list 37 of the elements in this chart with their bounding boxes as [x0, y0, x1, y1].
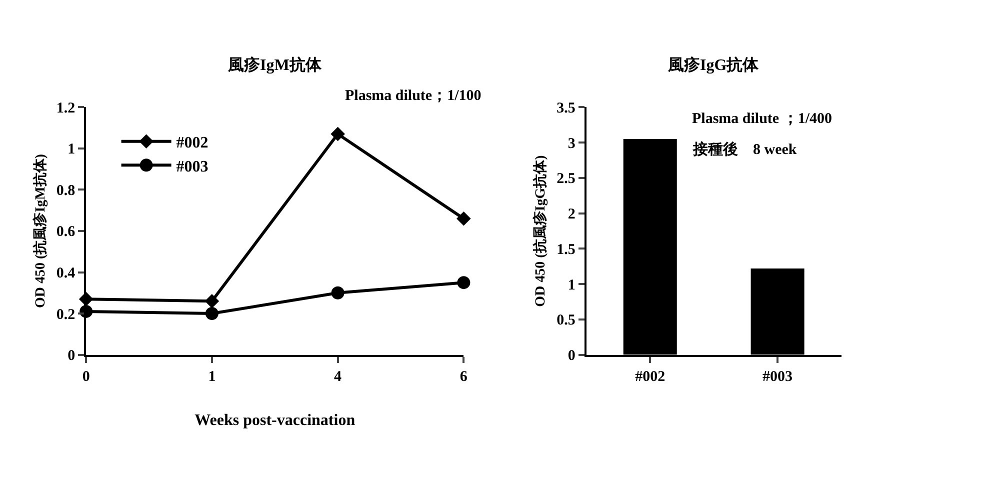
y-tick-label: 1.5	[556, 242, 576, 258]
y-tick-label: 0.4	[56, 266, 76, 282]
chart-title: 風疹IgM抗体	[227, 56, 322, 74]
y-tick-label: 0	[68, 348, 76, 364]
y-tick-label: 1	[568, 277, 576, 294]
y-tick-label: 2	[568, 206, 576, 223]
y-tick-label: 0	[568, 348, 576, 364]
chart-title: 風疹IgG抗体	[667, 56, 760, 74]
annotation: 接種後 8 week	[692, 141, 798, 158]
point	[331, 286, 344, 300]
point	[457, 276, 470, 290]
x-tick-label: 0	[82, 368, 90, 385]
y-axis-title: OD 450 (抗風疹IgM抗体)	[31, 154, 48, 308]
x-tick-label: 1	[208, 368, 216, 385]
y-axis-title: OD 450 (抗風疹IgG抗体)	[532, 154, 549, 307]
x-tick-label: 4	[334, 368, 342, 385]
y-tick-label: 0.5	[556, 312, 576, 329]
point	[205, 307, 218, 320]
y-tick-label: 2.5	[556, 171, 576, 188]
y-tick-label: 3.5	[556, 100, 576, 116]
legend-label: #003	[176, 158, 208, 176]
y-tick-label: 0.2	[56, 306, 76, 323]
point	[204, 294, 220, 308]
annotation: Plasma dilute ；1/400	[692, 111, 832, 127]
point	[456, 211, 471, 226]
point	[330, 126, 345, 142]
x-tick-label: #003	[762, 368, 793, 385]
x-tick-label: #002	[635, 368, 666, 385]
legend-label: #002	[176, 134, 208, 152]
x-axis-title: Weeks post-vaccination	[194, 412, 356, 429]
text: Plasma dilute；1/100	[345, 88, 482, 104]
y-tick-label: 3	[568, 136, 576, 152]
x-tick-label: 6	[460, 368, 468, 385]
y-tick-label: 1.2	[56, 100, 76, 116]
y-tick-label: 0.6	[56, 224, 76, 240]
y-tick-label: 1	[68, 142, 76, 158]
y-tick-label: 0.8	[56, 182, 76, 199]
